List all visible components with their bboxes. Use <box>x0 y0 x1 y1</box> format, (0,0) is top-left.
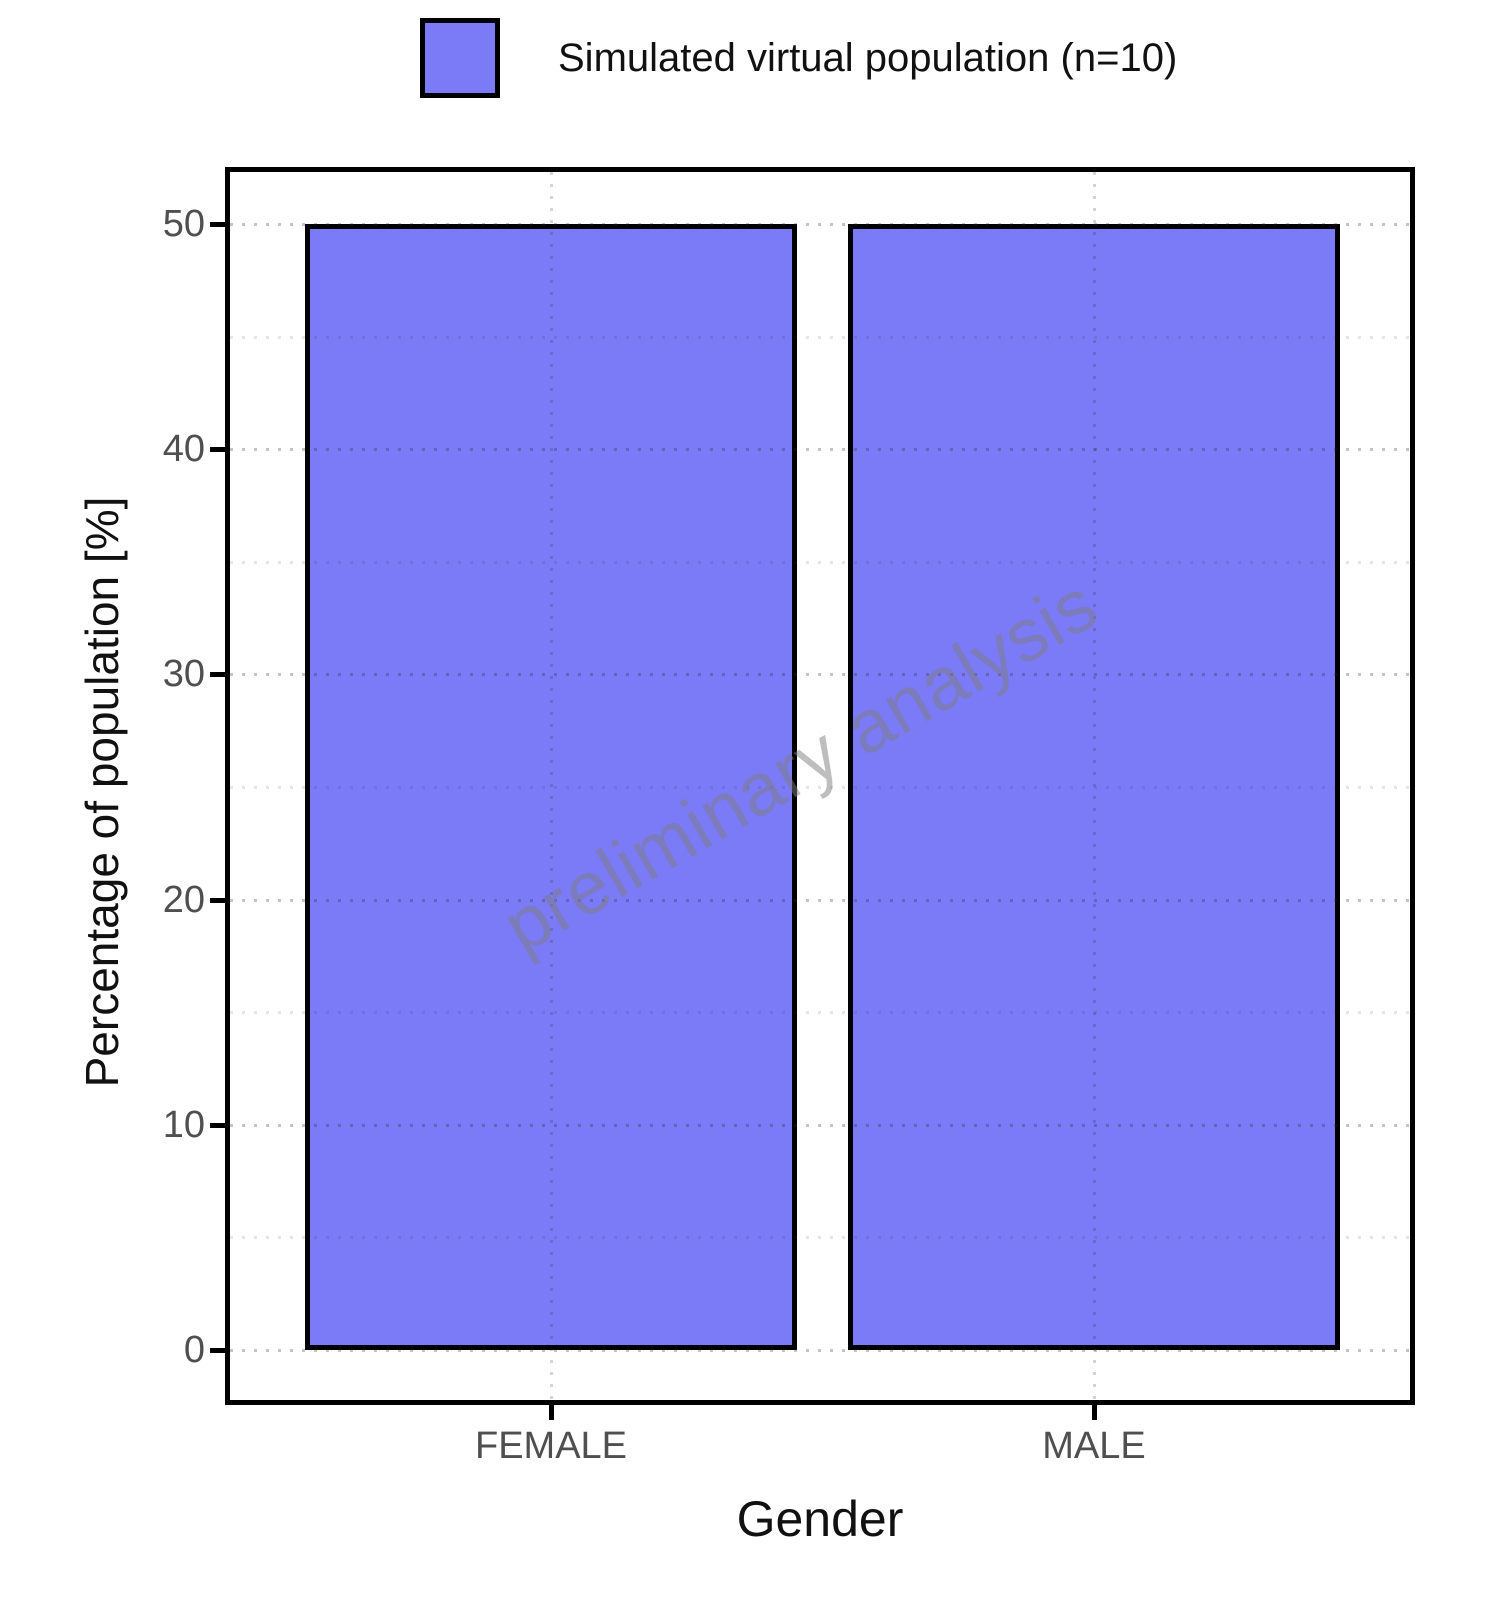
y-tick-40 <box>210 447 225 453</box>
gridline-minor-y35 <box>230 560 1410 564</box>
gridline-major-y20 <box>230 898 1410 902</box>
gridline-minor-y45 <box>230 335 1410 339</box>
y-tick-label-40: 40 <box>162 428 205 471</box>
y-tick-label-30: 30 <box>162 653 205 696</box>
y-tick-10 <box>210 1122 225 1128</box>
y-tick-label-10: 10 <box>162 1103 205 1146</box>
y-axis-title: Percentage of population [%] <box>76 496 128 1088</box>
y-tick-20 <box>210 897 225 903</box>
gridline-x-male <box>1093 172 1096 1400</box>
gridline-major-y40 <box>230 448 1410 452</box>
y-tick-0 <box>210 1348 225 1353</box>
gridline-minor-y15 <box>230 1011 1410 1015</box>
x-tick-label-male: MALE <box>1042 1425 1146 1467</box>
legend-swatch <box>420 18 500 98</box>
y-tick-50 <box>210 222 225 227</box>
y-tick-label-50: 50 <box>162 203 205 245</box>
legend-label: Simulated virtual population (n=10) <box>558 35 1178 80</box>
y-tick-30 <box>210 672 225 678</box>
plot-panel <box>225 167 1415 1405</box>
gridline-major-y30 <box>230 673 1410 677</box>
gridline-major-y0 <box>230 1349 1410 1352</box>
x-tick-female <box>549 1405 554 1420</box>
gridline-major-y50 <box>230 223 1410 226</box>
gridline-minor-y5 <box>230 1236 1410 1240</box>
x-axis-title: Gender <box>736 1491 904 1547</box>
y-tick-label-20: 20 <box>162 878 205 921</box>
gridline-major-y10 <box>230 1123 1410 1127</box>
y-tick-label-0: 0 <box>183 1329 205 1371</box>
x-tick-male <box>1092 1405 1097 1420</box>
legend: Simulated virtual population (n=10) <box>420 18 1177 98</box>
bar-male <box>848 224 1340 1350</box>
gridline-x-female <box>550 172 553 1400</box>
bar-female <box>305 224 797 1350</box>
gridline-minor-y25 <box>230 786 1410 789</box>
x-tick-label-female: FEMALE <box>474 1425 628 1467</box>
